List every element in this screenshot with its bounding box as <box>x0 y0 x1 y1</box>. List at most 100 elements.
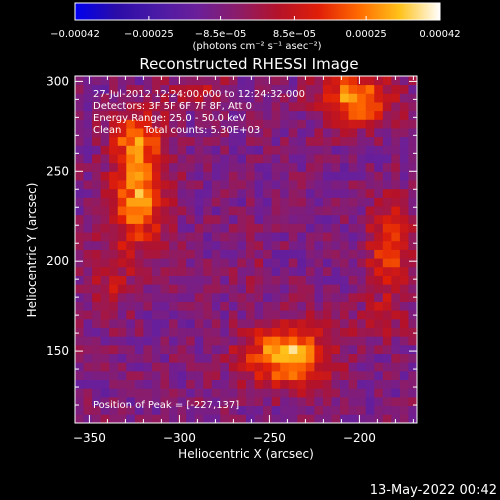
heatmap-cell <box>391 388 401 398</box>
heatmap-cell <box>151 197 161 207</box>
heatmap-cell <box>314 206 324 216</box>
heatmap-cell <box>237 188 247 198</box>
heatmap-cell <box>134 292 144 302</box>
heatmap-cell <box>280 145 290 155</box>
heatmap-cell <box>297 370 307 381</box>
heatmap-cell <box>117 180 127 190</box>
heatmap-cell <box>143 76 153 86</box>
heatmap-cell <box>305 362 315 372</box>
annotation-method: Clean <box>93 125 121 136</box>
heatmap-cell <box>348 249 358 259</box>
heatmap-cell <box>365 396 375 407</box>
heatmap-cell <box>374 292 384 302</box>
heatmap-cell <box>254 388 264 398</box>
heatmap-cell <box>211 188 221 198</box>
colorbar-tick-label: 0.00042 <box>419 29 460 40</box>
heatmap-cell <box>331 405 341 415</box>
heatmap-cell <box>75 266 84 276</box>
heatmap-cell <box>228 370 238 381</box>
heatmap-cell <box>228 180 238 190</box>
heatmap-cell <box>331 76 341 86</box>
heatmap-cell <box>382 362 392 372</box>
heatmap-cell <box>92 396 102 407</box>
heatmap-cell <box>151 266 161 276</box>
heatmap-cell <box>297 223 307 233</box>
heatmap-cell <box>143 128 153 138</box>
heatmap-cell <box>237 180 247 190</box>
heatmap-cell <box>109 136 119 146</box>
heatmap-cell <box>151 405 161 415</box>
heatmap-cell <box>288 110 298 120</box>
heatmap-cell <box>314 370 324 381</box>
heatmap-cell <box>322 171 332 181</box>
heatmap-cell <box>365 136 375 146</box>
heatmap-cell <box>160 206 170 216</box>
heatmap-cell <box>211 258 221 268</box>
heatmap-cell <box>143 249 153 259</box>
heatmap-cell <box>322 240 332 250</box>
heatmap-cell <box>126 284 136 294</box>
heatmap-cell <box>357 414 367 423</box>
heatmap-cell <box>280 232 290 242</box>
heatmap-cell <box>194 414 204 423</box>
heatmap-cell <box>365 162 375 172</box>
heatmap-cell <box>254 206 264 216</box>
heatmap-cell <box>220 223 230 233</box>
heatmap-cell <box>237 362 247 372</box>
heatmap-cell <box>83 388 93 398</box>
heatmap-cell <box>391 110 401 120</box>
heatmap-cell <box>134 180 144 190</box>
heatmap-cell <box>186 154 196 164</box>
heatmap-cell <box>322 154 332 164</box>
heatmap-cell <box>203 93 213 103</box>
heatmap-cell <box>117 136 127 146</box>
heatmap-cell <box>288 301 298 311</box>
heatmap-cell <box>280 93 290 103</box>
heatmap-cell <box>134 102 144 112</box>
colorbar-tick-label: −0.00042 <box>50 29 100 40</box>
heatmap-cell <box>297 206 307 216</box>
heatmap-cell <box>194 353 204 363</box>
heatmap-cell <box>117 405 127 415</box>
heatmap-cell <box>357 379 367 389</box>
heatmap-cell <box>297 396 307 407</box>
heatmap-cell <box>246 93 255 103</box>
heatmap-cell <box>399 310 409 320</box>
heatmap-cell <box>314 301 324 311</box>
heatmap-cell <box>126 379 136 389</box>
heatmap-cell <box>194 249 204 259</box>
heatmap-cell <box>374 214 384 224</box>
heatmap-cell <box>169 414 178 423</box>
heatmap-cell <box>357 214 367 224</box>
heatmap-cell <box>348 223 358 233</box>
heatmap-cell <box>399 232 409 242</box>
heatmap-cell <box>331 145 341 155</box>
heatmap-cell <box>280 310 290 320</box>
heatmap-cell <box>331 258 341 268</box>
heatmap-cell <box>288 258 298 268</box>
heatmap-cell <box>126 344 136 354</box>
heatmap-cell <box>237 76 247 86</box>
heatmap-cell <box>100 232 110 242</box>
heatmap-cell <box>220 214 230 224</box>
heatmap-cell <box>297 154 307 164</box>
heatmap-cell <box>288 284 298 294</box>
heatmap-cell <box>340 197 349 207</box>
heatmap-cell <box>100 266 110 276</box>
heatmap-cell <box>194 162 204 172</box>
heatmap-cell <box>100 388 110 398</box>
heatmap-cell <box>357 240 367 250</box>
heatmap-cell <box>177 388 187 398</box>
heatmap-cell <box>263 336 273 346</box>
heatmap-cell <box>83 162 93 172</box>
heatmap-cell <box>92 214 102 224</box>
heatmap-cell <box>203 128 213 138</box>
heatmap-cell <box>357 344 367 354</box>
heatmap-cell <box>263 362 273 372</box>
heatmap-cell <box>263 214 273 224</box>
heatmap-cell <box>186 84 196 94</box>
heatmap-cell <box>254 327 264 337</box>
heatmap-cell <box>246 396 255 407</box>
heatmap-cell <box>211 180 221 190</box>
heatmap-cell <box>314 110 324 120</box>
